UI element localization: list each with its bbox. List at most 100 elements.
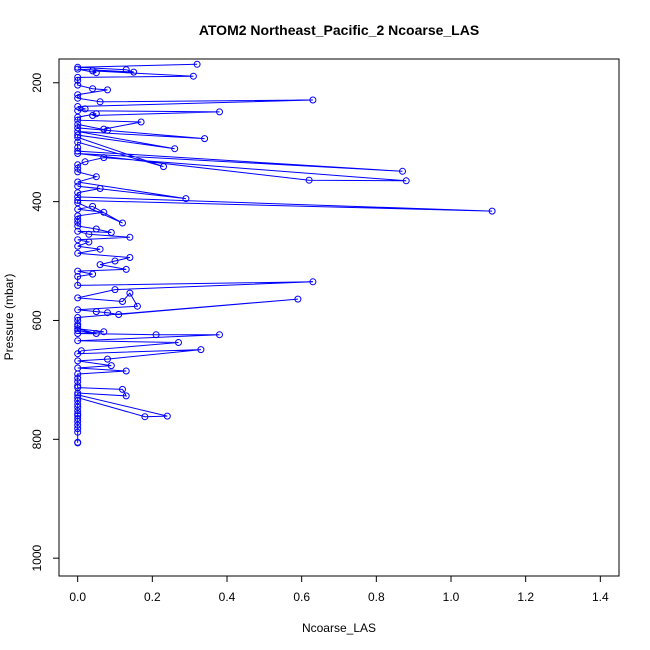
data-point <box>122 265 130 273</box>
data-point <box>74 306 82 314</box>
data-point <box>92 225 100 233</box>
x-tick-label: 1.0 <box>443 590 460 604</box>
data-point <box>81 158 89 166</box>
data-point <box>216 331 223 339</box>
x-axis-label: Ncoarse_LAS <box>302 621 376 635</box>
y-tick-label: 200 <box>30 72 44 92</box>
data-point <box>96 98 104 106</box>
data-point <box>141 413 149 421</box>
data-point <box>92 330 100 337</box>
data-point <box>74 378 82 386</box>
data-point <box>74 410 82 418</box>
data-point <box>74 281 82 289</box>
data-point <box>74 421 82 429</box>
data-point <box>74 193 82 201</box>
data-point <box>81 105 89 113</box>
data-point <box>74 382 82 390</box>
plot-frame <box>58 58 620 577</box>
data-point <box>309 96 317 104</box>
data-point <box>175 339 182 346</box>
data-point <box>119 298 126 305</box>
data-point <box>111 257 119 265</box>
data-point <box>74 94 82 102</box>
data-point <box>77 347 85 355</box>
data-point <box>89 270 97 278</box>
data-point <box>74 389 82 397</box>
data-point <box>111 286 119 294</box>
data-point <box>74 116 82 124</box>
data-point <box>74 131 82 139</box>
data-point <box>119 385 126 393</box>
data-point <box>189 72 197 80</box>
data-point <box>74 330 82 337</box>
data-point <box>74 357 82 365</box>
data-point <box>74 164 82 172</box>
data-point <box>92 69 100 77</box>
data-point <box>74 236 82 244</box>
data-point <box>74 128 82 135</box>
data-point <box>171 145 179 153</box>
data-point <box>74 428 82 436</box>
x-tick-label: 1.2 <box>517 590 534 604</box>
data-point <box>74 124 82 132</box>
x-tick-label: 0.8 <box>368 590 385 604</box>
data-point <box>152 331 160 339</box>
data-point <box>122 66 130 74</box>
data-point <box>399 167 406 175</box>
data-point <box>126 233 134 241</box>
data-point <box>74 337 82 345</box>
data-point <box>74 73 82 81</box>
data-point <box>74 364 82 372</box>
data-point <box>104 86 111 94</box>
y-axis: 200 400 600 800 1000 <box>30 72 59 572</box>
data-point <box>115 311 123 318</box>
data-point <box>85 238 93 246</box>
data-point <box>182 195 190 203</box>
data-point <box>74 400 82 408</box>
data-point <box>74 314 82 321</box>
data-point <box>119 219 126 227</box>
data-point <box>122 367 130 375</box>
data-point <box>74 317 82 324</box>
y-tick-label: 400 <box>30 191 44 211</box>
data-point <box>74 138 82 146</box>
data-point <box>74 196 82 204</box>
data-point <box>107 362 115 370</box>
x-tick-label: 0.4 <box>219 590 236 604</box>
data-point <box>126 289 134 297</box>
data-point <box>74 107 82 115</box>
data-point <box>201 135 209 143</box>
data-point <box>216 108 223 116</box>
data-point <box>130 68 138 76</box>
data-point <box>309 278 317 286</box>
data-point <box>74 227 82 235</box>
data-point <box>488 207 496 215</box>
y-tick-label: 1000 <box>30 545 44 572</box>
data-point <box>74 81 82 89</box>
data-point <box>74 294 82 302</box>
data-point <box>74 91 82 99</box>
y-tick-label: 600 <box>30 310 44 330</box>
data-point <box>89 202 97 210</box>
data-point <box>74 267 82 275</box>
x-axis: 0.0 0.2 0.4 0.6 0.8 1.0 1.2 1.4 <box>69 576 609 604</box>
data-point <box>74 425 82 433</box>
data-point <box>74 415 82 422</box>
x-tick-label: 1.4 <box>592 590 609 604</box>
data-point <box>74 215 82 223</box>
data-point <box>294 295 302 303</box>
data-point <box>122 392 130 400</box>
data-point <box>74 249 82 257</box>
chart-title: ATOM2 Northeast_Pacific_2 Ncoarse_LAS <box>199 22 479 38</box>
data-point <box>74 103 82 110</box>
data-point <box>74 161 82 169</box>
data-point <box>104 309 111 317</box>
data-point <box>74 212 82 220</box>
data-point <box>163 412 171 420</box>
plot-area <box>74 60 496 447</box>
data-point <box>74 147 82 155</box>
data-point <box>96 185 104 192</box>
data-point <box>92 173 100 181</box>
data-point <box>126 254 134 261</box>
